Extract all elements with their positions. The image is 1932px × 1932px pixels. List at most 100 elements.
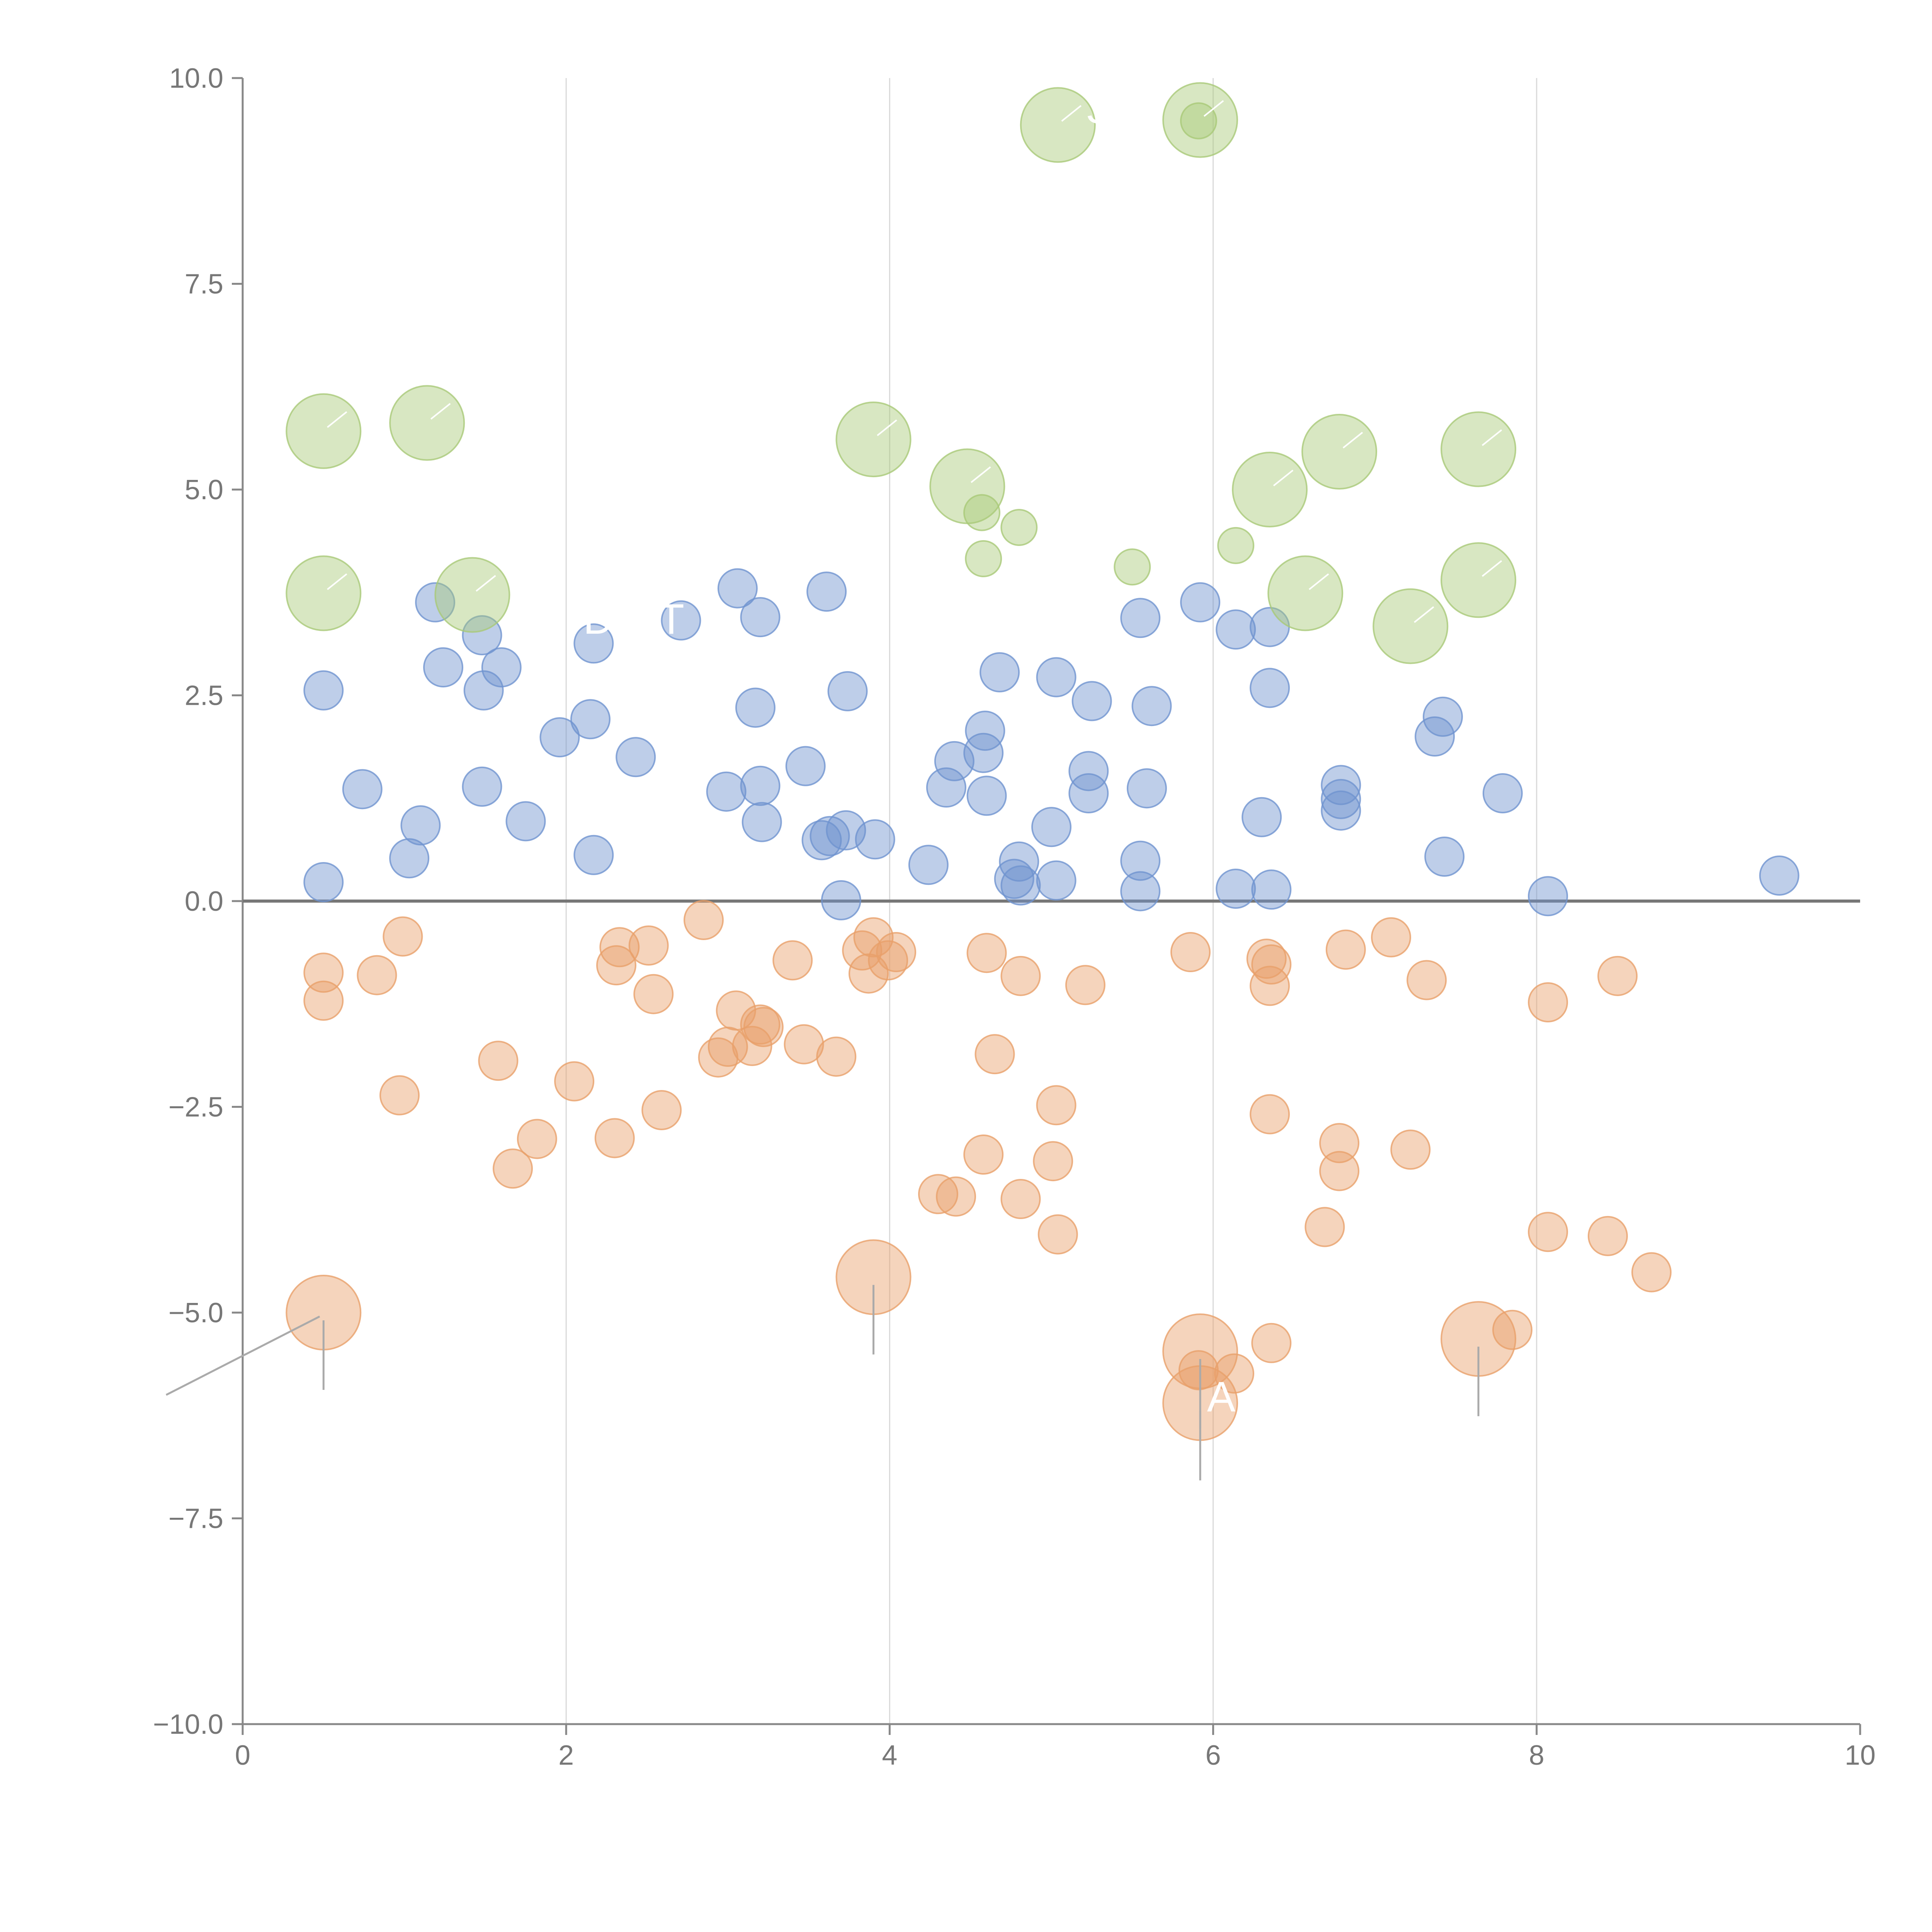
point-blue — [740, 597, 781, 638]
point-blue — [1251, 869, 1292, 910]
point-orange — [853, 917, 894, 957]
point-orange — [1492, 1310, 1533, 1350]
point-blue — [1068, 751, 1109, 791]
point-blue — [740, 765, 781, 806]
point-blue — [1415, 716, 1455, 757]
point-green — [1114, 548, 1151, 586]
point-blue — [908, 845, 949, 885]
point-orange — [1000, 956, 1041, 996]
point-blue — [400, 805, 441, 846]
annotation-label: D — [583, 595, 614, 643]
x-tick-label: 4 — [882, 1740, 897, 1771]
point-blue — [389, 838, 430, 879]
point-orange — [1631, 1252, 1672, 1293]
point-blue — [1120, 871, 1161, 912]
point-blue — [481, 647, 522, 688]
point-blue — [1759, 855, 1799, 896]
point-orange — [641, 1090, 682, 1131]
y-tick-label: −2.5 — [168, 1092, 223, 1123]
series-orange — [303, 900, 1672, 1394]
annotation-leader — [1273, 469, 1294, 486]
point-orange — [303, 980, 344, 1021]
point-green-large — [389, 385, 465, 461]
point-blue — [926, 767, 966, 808]
point-orange — [1325, 929, 1366, 970]
point-orange — [1319, 1123, 1360, 1163]
point-orange — [684, 900, 724, 940]
point-orange — [383, 916, 423, 957]
point-blue — [1528, 876, 1568, 917]
point-blue — [1423, 696, 1463, 737]
point-blue — [801, 820, 842, 861]
point-orange — [740, 1004, 781, 1045]
point-blue — [1036, 860, 1077, 901]
point-orange — [918, 1174, 958, 1214]
point-orange — [732, 1026, 772, 1066]
point-blue — [505, 801, 546, 842]
series-green-large — [286, 82, 1517, 664]
annotation-leader — [1414, 606, 1434, 623]
annotation-leader — [1342, 432, 1363, 449]
point-orange — [628, 925, 669, 966]
point-blue — [1000, 865, 1041, 906]
point-blue — [1424, 836, 1465, 877]
point-orange — [1250, 1094, 1290, 1134]
point-blue — [415, 582, 456, 622]
point-blue — [806, 571, 847, 612]
point-blue — [742, 802, 782, 842]
point-green-large — [1301, 414, 1378, 490]
point-green — [1000, 509, 1038, 546]
annotation-leader — [327, 411, 347, 428]
point-blue — [1216, 609, 1256, 650]
point-green-large — [1020, 87, 1096, 163]
y-tick-label: 5.0 — [185, 474, 223, 505]
point-orange — [1250, 966, 1290, 1006]
point-green-large — [286, 393, 362, 469]
y-tick-label: 0.0 — [185, 886, 223, 917]
x-tick-label: 0 — [235, 1740, 250, 1771]
annotation-leader — [327, 573, 347, 590]
point-orange — [936, 1176, 976, 1217]
point-orange — [784, 1024, 824, 1065]
point-orange — [1390, 1129, 1431, 1170]
point-orange — [554, 1061, 595, 1102]
point-orange — [1214, 1353, 1255, 1394]
point-blue — [994, 859, 1034, 899]
point-orange — [848, 953, 889, 994]
annotation-leader — [476, 575, 496, 592]
point-orange — [975, 1034, 1015, 1075]
point-blue — [965, 711, 1005, 751]
point-blue — [966, 776, 1007, 816]
point-green-large — [1267, 555, 1344, 631]
point-blue — [1031, 807, 1071, 847]
point-orange — [1251, 944, 1292, 985]
annotation-leader — [1481, 429, 1502, 446]
point-blue — [980, 652, 1020, 692]
annotation-leader — [1308, 573, 1329, 590]
point-blue — [810, 816, 850, 856]
point-orange — [1000, 1179, 1041, 1219]
point-green-large — [835, 401, 912, 478]
x-tick-label: 8 — [1529, 1740, 1544, 1771]
annotation-label: A — [1207, 1373, 1236, 1421]
point-blue — [821, 880, 861, 920]
point-orange — [816, 1036, 857, 1077]
point-blue — [1482, 773, 1523, 813]
y-tick-label: −10.0 — [153, 1709, 223, 1740]
point-orange — [596, 945, 636, 986]
point-blue — [573, 623, 614, 664]
point-blue — [963, 733, 1004, 773]
axes: −10.0 −7.5 −5.0 −2.5 0.0 2.5 5.0 7.5 10.0 0 2 4 6 8 10 — [153, 63, 1876, 1771]
point-green-large — [286, 555, 362, 631]
point-orange — [842, 930, 883, 971]
point-blue — [1180, 582, 1221, 622]
point-blue — [1321, 779, 1361, 819]
annotation-leader — [971, 466, 991, 483]
point-orange — [1528, 1212, 1568, 1252]
point-orange — [743, 1007, 784, 1047]
annotation-leader — [1203, 100, 1224, 117]
y-tick-label: 10.0 — [169, 63, 223, 94]
point-orange — [1251, 1323, 1292, 1363]
point-orange — [478, 1041, 519, 1081]
